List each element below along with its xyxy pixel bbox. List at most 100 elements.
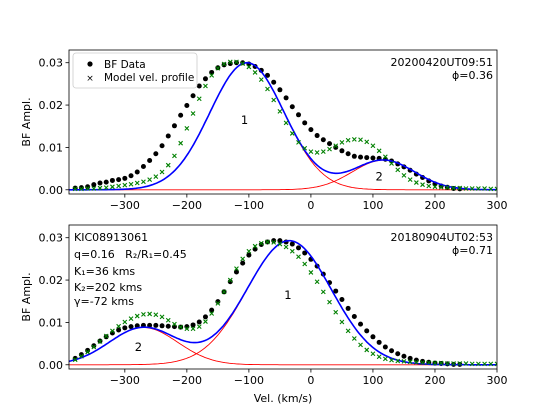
bottom-xtick-label: 200 [424, 374, 445, 387]
top-bf-data-point [184, 102, 190, 108]
top-model-marker [314, 150, 320, 155]
bottom-model-marker [203, 319, 208, 324]
bottom-bf-data-point [91, 343, 97, 349]
bottom-model-marker [401, 358, 407, 364]
bottom-model-marker [215, 300, 221, 306]
top-model-marker [296, 139, 301, 145]
top-model-marker [364, 139, 370, 145]
bottom-model-marker [482, 361, 487, 367]
bottom-model-marker [420, 360, 425, 366]
top-bf-data-point [159, 143, 165, 149]
top-xtick-label: 300 [487, 199, 508, 212]
top-bf-data-point [283, 95, 289, 101]
bottom-model-marker [209, 311, 215, 316]
bottom-component-2 [69, 327, 497, 366]
bottom-bf-data-point [420, 358, 426, 364]
bottom-bf-data-point [358, 321, 364, 327]
top-model-marker [128, 181, 134, 187]
bottom-model-marker [296, 254, 301, 260]
top-model-marker [283, 120, 289, 126]
top-bf-data-point [333, 144, 339, 150]
top-model-marker [265, 86, 270, 92]
top-model-marker [482, 186, 487, 191]
bottom-model-marker [141, 311, 146, 317]
top-bf-data-point [165, 133, 171, 139]
top-bf-data-point [327, 141, 333, 147]
bottom-model-marker [333, 309, 339, 315]
top-model-marker [494, 186, 497, 192]
top-date-label: 20200420UT09:51 [391, 56, 493, 69]
top-model-marker [252, 70, 258, 75]
bottom-xtick-label: 100 [362, 374, 383, 387]
bottom-bf-data-point [407, 355, 413, 361]
top-model-marker [227, 59, 233, 65]
top-bf-data-point [370, 155, 376, 161]
top-model-marker [134, 180, 140, 186]
top-model-marker [333, 143, 339, 149]
bottom-fit-line [69, 239, 497, 366]
top-bf-data-point [128, 173, 134, 179]
bottom-model-marker [476, 361, 481, 367]
bottom-model-marker [339, 319, 345, 325]
top-xtick-label: −200 [172, 199, 202, 212]
top-bf-data-point [227, 61, 233, 67]
top-ytick-label: 0.02 [39, 99, 64, 112]
bottom-bf-data-point [171, 324, 177, 330]
bottom-model-marker [271, 239, 277, 245]
bottom-peak-label-2: 2 [135, 340, 142, 354]
top-bf-data-point [233, 60, 239, 66]
bottom-bf-data-point [209, 307, 215, 313]
bottom-bf-data-point [246, 252, 252, 258]
bottom-model-marker [314, 279, 320, 285]
bottom-model-marker [91, 344, 97, 350]
top-xtick-label: 0 [307, 199, 314, 212]
top-xtick-label: 100 [362, 199, 383, 212]
bottom-xtick-label: 0 [307, 374, 314, 387]
bottom-bf-data-point [258, 241, 264, 247]
bottom-model-marker [389, 357, 394, 363]
legend: BF Data × Model vel. profile [72, 52, 198, 89]
top-model-markers [72, 59, 497, 192]
top-bf-data-point [296, 112, 302, 118]
bottom-model-marker [469, 361, 475, 367]
top-bf-data-point [345, 151, 351, 157]
bottom-model-marker [488, 361, 494, 367]
bottom-bf-data-point [103, 334, 109, 340]
bottom-bf-data-point [395, 351, 401, 357]
bottom-model-marker [364, 347, 370, 353]
top-model-marker [246, 64, 252, 70]
bottom-bf-data-point [302, 250, 308, 256]
top-bf-data-point [308, 127, 314, 133]
bottom-model-marker [184, 326, 190, 332]
bottom-bf-data-point [345, 305, 351, 311]
legend-box [72, 52, 198, 89]
bottom-model-marker [122, 319, 128, 325]
top-bf-data-point [78, 185, 84, 191]
bottom-model-marker [196, 324, 202, 330]
bottom-bf-data-point [190, 322, 196, 328]
top-ytick-label: 0.00 [39, 184, 64, 197]
top-model-marker [184, 125, 190, 131]
bottom-bf-data-point [277, 238, 283, 244]
bottom-model-marker [345, 328, 351, 334]
top-bf-data-point [140, 163, 146, 169]
bottom-model-marker [457, 361, 463, 366]
top-model-marker [432, 184, 438, 190]
info-line-star: KIC08913061 [74, 231, 148, 244]
top-model-marker [147, 177, 153, 182]
top-model-marker [79, 186, 84, 192]
bottom-model-marker [159, 314, 165, 320]
bottom-model-marker [227, 277, 233, 283]
top-model-marker [382, 154, 388, 160]
bottom-model-marker [265, 239, 270, 245]
top-model-marker [97, 185, 103, 191]
top-model-marker [488, 186, 494, 192]
top-model-marker [234, 59, 239, 65]
top-bf-data-point [221, 62, 227, 68]
top-model-marker [240, 61, 246, 66]
top-fit-curve [69, 61, 497, 191]
top-model-marker [339, 139, 345, 145]
bottom-model-marker [79, 353, 84, 359]
bottom-bf-data-point [296, 245, 302, 251]
legend-entry-model: Model vel. profile [104, 72, 194, 84]
